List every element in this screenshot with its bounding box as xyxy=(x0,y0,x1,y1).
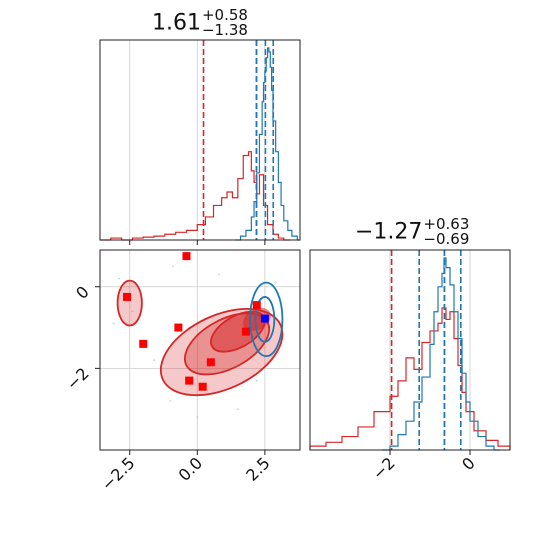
title-param-0-minus: −1.38 xyxy=(201,21,248,39)
xtick-label-2: 2.5 xyxy=(242,453,273,484)
hist-param-0-series-1 xyxy=(235,47,300,241)
marker-red-3 xyxy=(139,339,148,348)
frame-joint xyxy=(99,249,301,451)
title-param-1-minus: −0.69 xyxy=(423,230,470,248)
xtick-label-0: −2.5 xyxy=(98,453,139,494)
sample-dot-2 xyxy=(153,359,156,362)
marker-red-2 xyxy=(174,323,183,332)
sample-dot-0 xyxy=(117,277,120,280)
sample-dot-1 xyxy=(131,310,134,313)
title-param-1-plus: +0.63 xyxy=(423,215,470,233)
marker-red-0 xyxy=(123,292,132,301)
marker-red-8 xyxy=(252,301,261,310)
xtick-right-label-1: 0 xyxy=(458,453,479,474)
xtick-right-label-0: −2 xyxy=(369,453,399,483)
sample-dot-8 xyxy=(236,408,239,411)
frame-marginal-param-1 xyxy=(309,249,511,451)
marker-red-5 xyxy=(185,376,194,385)
marker-blue-0 xyxy=(260,314,269,323)
hist-param-1-series-1 xyxy=(382,257,500,451)
title-param-0-plus: +0.58 xyxy=(201,6,248,24)
contour-blue-outer xyxy=(249,281,284,358)
marker-red-6 xyxy=(198,382,207,391)
axes-marginal-param-1-bg xyxy=(310,250,510,450)
marker-red-1 xyxy=(182,252,191,261)
title-param-1: −1.27 +0.63 −0.69 xyxy=(355,217,469,247)
sample-dot-5 xyxy=(274,281,277,284)
title-param-0-value: 1.61 xyxy=(152,10,201,36)
sample-dot-11 xyxy=(255,379,258,382)
ytick-label-0: 0 xyxy=(72,282,93,303)
contour-red-island xyxy=(116,279,143,327)
marker-red-7 xyxy=(241,327,250,336)
ytick-label-1: −2 xyxy=(63,364,93,394)
hist-param-0-series-0 xyxy=(100,151,290,241)
sample-dot-4 xyxy=(217,273,220,276)
axes-marginal-param-0-bg xyxy=(100,40,300,240)
marker-red-4 xyxy=(206,358,215,367)
contour-blue-inner xyxy=(254,296,276,343)
sample-dot-7 xyxy=(112,322,115,325)
sample-dot-3 xyxy=(171,265,174,268)
sample-dot-9 xyxy=(169,400,172,403)
sample-dot-10 xyxy=(196,416,199,419)
title-param-1-value: −1.27 xyxy=(355,219,423,245)
title-param-0: 1.61 +0.58 −1.38 xyxy=(152,8,248,38)
frame-marginal-param-0 xyxy=(99,39,301,241)
xtick-label-1: 0.0 xyxy=(175,453,206,484)
